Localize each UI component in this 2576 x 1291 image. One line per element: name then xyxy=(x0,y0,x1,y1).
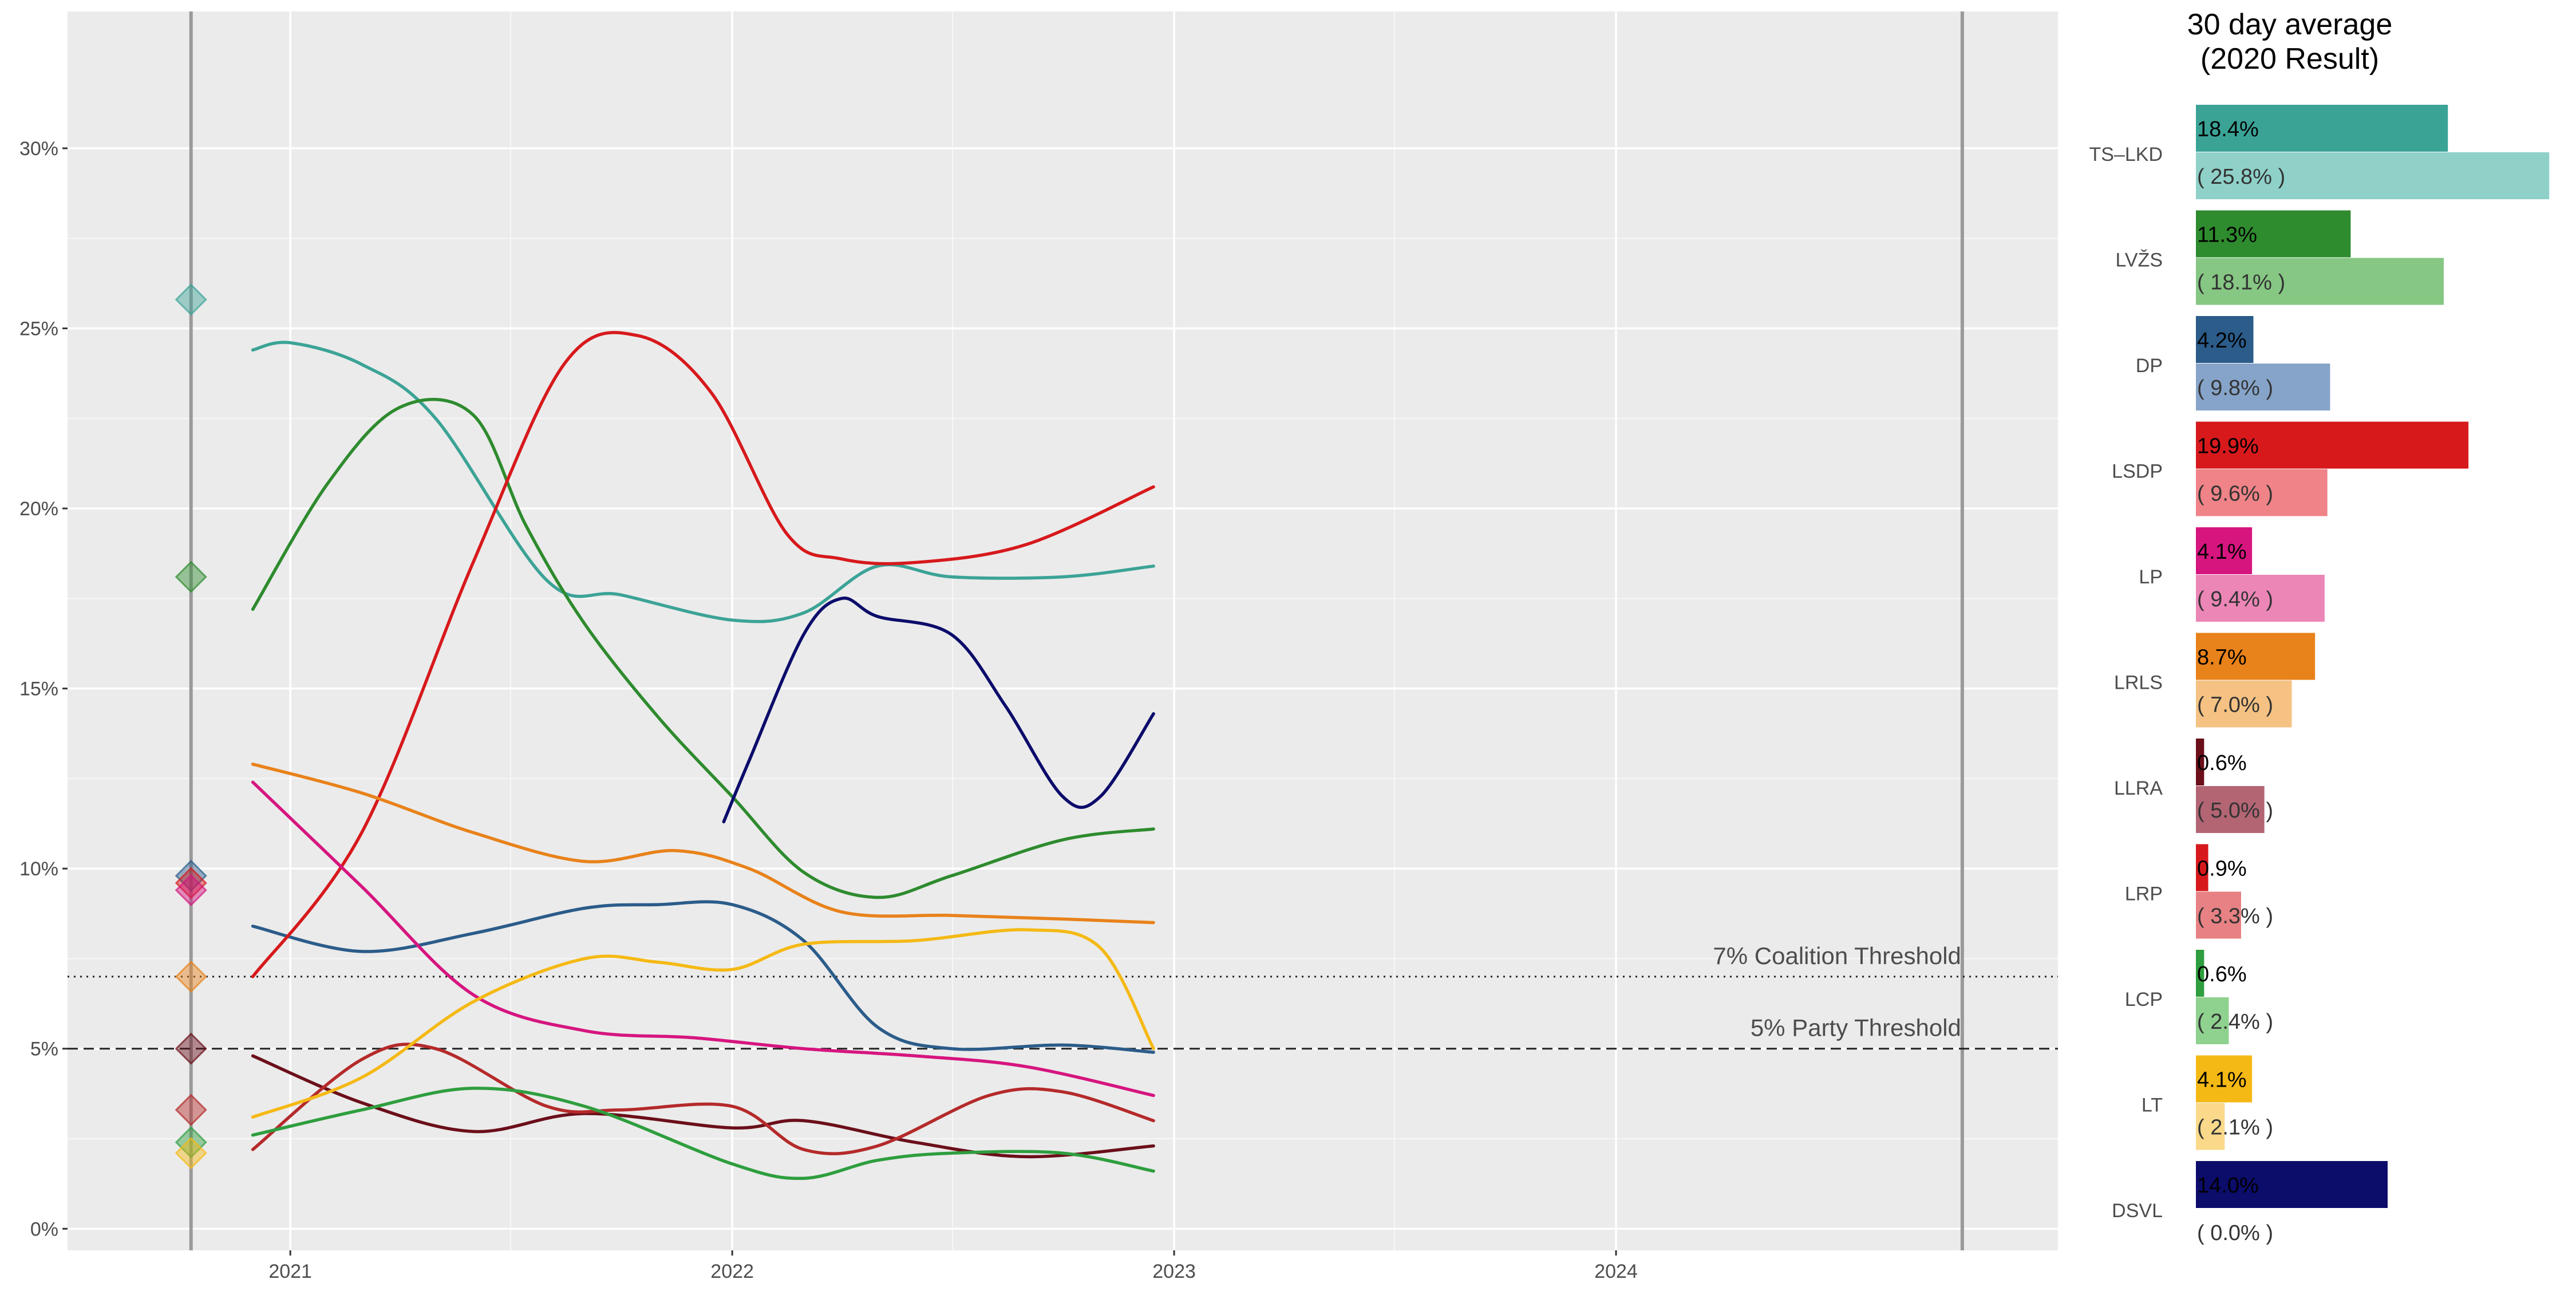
result-bar-DP xyxy=(2196,364,2330,410)
trend-line-LRP xyxy=(251,1043,1155,1155)
avg-value-label: 11.3% xyxy=(2197,223,2257,247)
avg-bar-LSDP xyxy=(2196,421,2469,469)
y-tick-label: 5% xyxy=(30,1039,58,1060)
trend-line-LVŽS xyxy=(251,397,1155,899)
result-value-label: ( 9.6% ) xyxy=(2197,482,2273,506)
x-tick-label: 2023 xyxy=(1152,1261,1196,1282)
avg-bar-DSVL xyxy=(2196,1161,2388,1208)
result-value-label: ( 18.1% ) xyxy=(2197,271,2285,295)
avg-value-label: 18.4% xyxy=(2197,117,2259,141)
trend-line-LT xyxy=(251,928,1155,1119)
party-label: LLRA xyxy=(2114,777,2163,799)
bar-chart-title-line-1: 30 day average xyxy=(2187,8,2393,41)
result-value-label: ( 9.8% ) xyxy=(2197,376,2273,400)
y-tick-label: 20% xyxy=(19,498,58,520)
party-label: TS–LKD xyxy=(2089,144,2163,165)
avg-bar-DP xyxy=(2196,316,2254,363)
avg-value-label: 0.6% xyxy=(2197,962,2247,986)
result-bar-LT xyxy=(2196,1103,2225,1150)
result-marker-TS–LKD xyxy=(175,283,207,316)
result-value-label: ( 3.3% ) xyxy=(2197,905,2273,929)
trend-line-DP xyxy=(251,900,1155,1054)
party-label: LCP xyxy=(2125,989,2163,1010)
party-label: LT xyxy=(2142,1095,2163,1116)
trend-line-DSVL xyxy=(722,596,1155,824)
result-marker-LLRA xyxy=(175,1032,207,1065)
avg-value-label: 8.7% xyxy=(2197,646,2247,670)
avg-bar-LLRA xyxy=(2196,739,2204,785)
result-marker-LCP xyxy=(175,1126,207,1159)
avg-bar-LT xyxy=(2196,1055,2253,1103)
result-bar-LSDP xyxy=(2196,469,2328,516)
avg-bar-LRP xyxy=(2196,844,2208,891)
trend-line-LLRA xyxy=(251,1054,1155,1159)
bar-chart-title-line-2: (2020 Result) xyxy=(2200,42,2379,76)
trend-line-LP xyxy=(251,780,1155,1097)
y-tick-label: 0% xyxy=(30,1218,58,1240)
result-bar-LRLS xyxy=(2196,680,2292,728)
avg-value-label: 4.2% xyxy=(2197,329,2247,353)
plot-panel xyxy=(68,11,2058,1250)
result-marker-LRLS xyxy=(175,960,207,993)
y-tick-label: 10% xyxy=(19,858,58,880)
party-label: LRLS xyxy=(2114,672,2163,694)
avg-bar-LCP xyxy=(2196,950,2204,997)
party-label: LSDP xyxy=(2112,461,2163,483)
party-label: DP xyxy=(2136,355,2163,377)
result-marker-LP xyxy=(175,874,207,907)
avg-bar-LP xyxy=(2196,527,2253,574)
avg-value-label: 4.1% xyxy=(2197,540,2247,564)
result-bar-LRP xyxy=(2196,891,2241,939)
party-label: DSVL xyxy=(2112,1200,2163,1222)
party-label: LRP xyxy=(2125,883,2163,905)
result-marker-LSDP xyxy=(175,867,207,899)
avg-bar-TS–LKD xyxy=(2196,105,2448,152)
result-value-label: ( 9.4% ) xyxy=(2197,587,2273,611)
y-tick-label: 15% xyxy=(19,678,58,700)
trend-line-TS–LKD xyxy=(251,341,1155,623)
threshold-label: 5% Party Threshold xyxy=(1751,1014,1961,1041)
y-tick-label: 30% xyxy=(19,138,58,160)
trend-line-LRLS xyxy=(251,763,1155,925)
result-bar-LP xyxy=(2196,575,2325,622)
avg-value-label: 4.1% xyxy=(2197,1068,2247,1092)
result-marker-LT xyxy=(175,1137,207,1170)
y-tick-label: 25% xyxy=(19,318,58,340)
result-value-label: ( 2.4% ) xyxy=(2197,1010,2273,1034)
threshold-label: 7% Coalition Threshold xyxy=(1713,942,1961,969)
result-marker-LRP xyxy=(175,1093,207,1126)
x-tick-label: 2022 xyxy=(710,1261,754,1282)
x-tick-label: 2021 xyxy=(268,1261,312,1282)
party-label: LVŽS xyxy=(2115,250,2163,271)
avg-bar-LRLS xyxy=(2196,633,2316,680)
avg-value-label: 19.9% xyxy=(2197,435,2259,459)
trend-line-LCP xyxy=(251,1087,1155,1181)
result-value-label: ( 2.1% ) xyxy=(2197,1116,2273,1140)
avg-value-label: 0.9% xyxy=(2197,857,2247,881)
x-tick-label: 2024 xyxy=(1594,1261,1638,1282)
avg-value-label: 0.6% xyxy=(2197,751,2247,775)
result-bar-LCP xyxy=(2196,997,2229,1044)
result-value-label: ( 0.0% ) xyxy=(2197,1221,2273,1245)
result-value-label: ( 25.8% ) xyxy=(2197,165,2285,189)
result-marker-LVŽS xyxy=(175,560,207,593)
result-value-label: ( 7.0% ) xyxy=(2197,693,2273,717)
result-bar-LVŽS xyxy=(2196,258,2444,305)
avg-bar-LVŽS xyxy=(2196,210,2351,258)
avg-value-label: 14.0% xyxy=(2197,1174,2259,1198)
party-label: LP xyxy=(2139,566,2163,588)
trend-line-LSDP xyxy=(251,331,1155,978)
result-bar-LLRA xyxy=(2196,786,2265,833)
result-value-label: ( 5.0% ) xyxy=(2197,799,2273,823)
result-bar-TS–LKD xyxy=(2196,152,2550,199)
